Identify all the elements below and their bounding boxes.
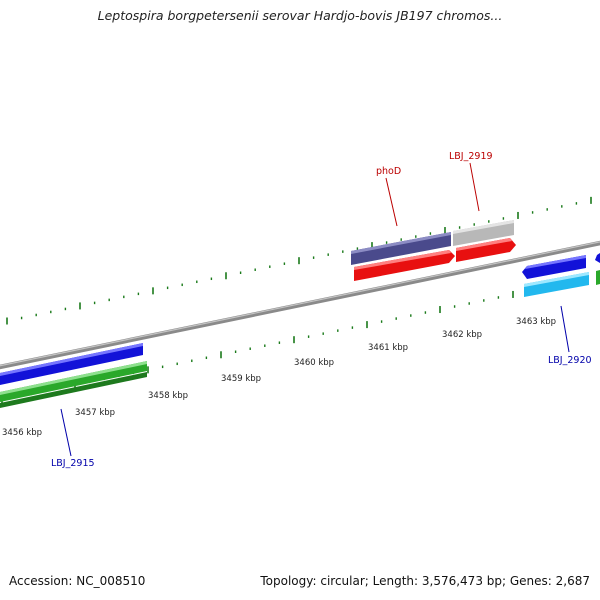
tick-label: 3461 kbp [368,343,408,353]
leader-LBJ-2915 [60,408,72,457]
gene-red-2[interactable] [456,238,516,262]
gene-darkgreen-left[interactable] [0,372,147,409]
gene-blue-right[interactable] [522,255,586,279]
gene-red-1-shine [354,250,451,270]
label-LBJ-2915[interactable]: LBJ_2915 [51,458,95,469]
leader-LBJ-2919 [469,162,480,212]
map-title: Leptospira borgpetersenii serovar Hardjo… [97,8,503,23]
gene-phoD[interactable] [351,232,451,265]
leader-LBJ-2920 [560,305,570,353]
accession-text: Accession: NC_008510 [9,574,146,588]
kbp-tick-labels: 3456 kbp 3457 kbp 3458 kbp 3459 kbp 3460… [2,317,556,438]
tick-label: 3462 kbp [442,330,482,340]
backbone-highlight [0,241,600,367]
chromosome-backbone [0,240,600,370]
tick-label: 3460 kbp [294,358,334,368]
label-LBJ-2919[interactable]: LBJ_2919 [449,151,493,162]
gene-green-edge[interactable] [596,270,600,285]
tick-label: 3459 kbp [221,374,261,384]
gene-LBJ-2919[interactable] [453,220,514,246]
tick-label: 3458 kbp [148,391,188,401]
gene-LBJ-2920-shine [524,272,589,287]
gene-LBJ-2920[interactable] [524,272,589,297]
gene-phoD-shine [351,232,451,254]
gene-leader-lines [60,162,570,457]
gene-LBJ-2919-shine [453,220,514,234]
tick-label: 3463 kbp [516,317,556,327]
tick-label: 3457 kbp [75,408,115,418]
gene-features [0,220,600,409]
gene-labels: phoD LBJ_2919 LBJ_2920 LBJ_2915 [51,151,592,469]
outer-tick-ruler [6,196,592,325]
gene-blue-edge[interactable] [595,253,600,263]
gene-blue-left[interactable] [0,343,143,386]
tick-label: 3456 kbp [2,428,42,438]
gene-red-1[interactable] [354,250,455,281]
gene-blue-left-shine [0,343,143,376]
label-LBJ-2920[interactable]: LBJ_2920 [548,355,592,366]
gene-green-left-shine [0,361,147,395]
gene-blue-right-shine [525,255,586,269]
leader-phoD [385,177,398,227]
label-phoD[interactable]: phoD [376,166,401,177]
genome-summary-text: Topology: circular; Length: 3,576,473 bp… [260,574,590,588]
gene-red-2-shine [456,238,512,251]
